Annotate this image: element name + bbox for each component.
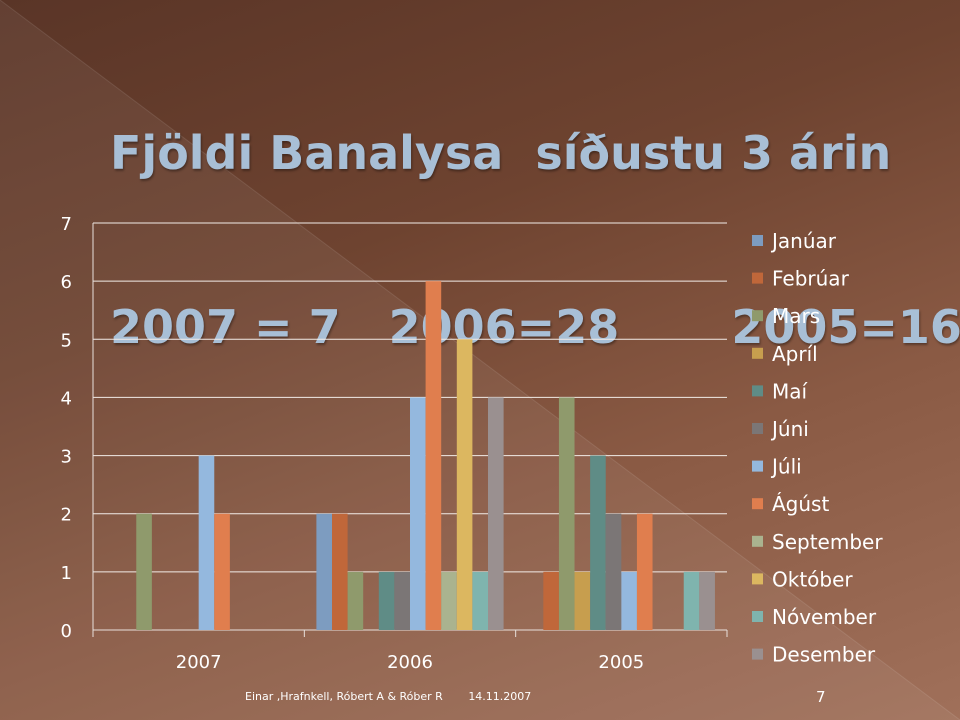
y-tick-label: 3 <box>61 447 72 468</box>
bar <box>456 339 473 630</box>
legend-swatch <box>752 423 763 434</box>
bar <box>590 455 606 630</box>
bar <box>488 397 504 630</box>
bar <box>347 571 364 630</box>
legend-label: Janúar <box>770 229 837 253</box>
legend-swatch <box>752 611 763 622</box>
bar <box>472 571 488 630</box>
bar <box>332 513 348 630</box>
legend-label: Apríl <box>772 342 818 366</box>
bar <box>683 571 700 630</box>
legend-swatch <box>752 535 763 547</box>
y-tick-label: 1 <box>61 563 72 584</box>
bar-chart: 0 1 2 3 4 5 6 7 2007 2006 2005 Janúar Febrúar Mars Apr… <box>61 214 883 673</box>
x-tick-label: 2007 <box>176 652 222 673</box>
legend-swatch <box>752 235 763 246</box>
bar <box>621 571 637 630</box>
bar <box>543 571 559 630</box>
bar <box>378 571 395 630</box>
legend-label: Mars <box>772 304 820 328</box>
legend-label: Ágúst <box>772 492 829 516</box>
legend-swatch <box>752 272 763 284</box>
y-tick-label: 0 <box>61 621 72 642</box>
legend-label: Júli <box>770 455 802 479</box>
x-tick-label: 2006 <box>387 652 433 673</box>
legend-label: Nóvember <box>772 605 877 629</box>
y-tick-label: 4 <box>61 388 72 409</box>
slide-title: Fjöldi Banalysa síðustu 3 árin 2007 = 7 … <box>110 8 960 414</box>
slide-title-line1: Fjöldi Banalysa síðustu 3 árin <box>110 126 892 180</box>
bar <box>410 397 426 630</box>
y-tick-label: 6 <box>61 272 72 293</box>
y-tick-label: 2 <box>61 505 72 526</box>
bar <box>394 571 410 630</box>
x-tick-label: 2005 <box>598 652 644 673</box>
footer-authors: Einar ,Hrafnkell, Róbert A & Róber R <box>245 690 443 703</box>
legend-swatch <box>752 310 763 322</box>
bar <box>558 397 575 630</box>
legend-label: Maí <box>772 379 809 403</box>
legend-swatch <box>752 385 763 397</box>
bar <box>198 455 215 630</box>
y-tick-label: 5 <box>61 330 72 351</box>
legend-swatch <box>752 347 763 359</box>
legend-swatch <box>752 573 763 585</box>
legend-label: Desember <box>772 643 876 667</box>
legend-label: Október <box>772 567 853 591</box>
legend-label: Febrúar <box>772 267 850 291</box>
bar <box>316 513 332 630</box>
page-number: 7 <box>816 688 826 706</box>
legend-swatch <box>752 460 763 472</box>
bar <box>605 513 622 630</box>
bar <box>636 513 653 630</box>
footer-date: 14.11.2007 <box>468 690 532 703</box>
bar <box>214 513 230 630</box>
y-tick-label: 7 <box>61 214 72 235</box>
slide-footer: Einar ,Hrafnkell, Róbert A & Róber R 14.… <box>245 690 553 703</box>
bar <box>574 571 591 630</box>
bar <box>425 281 442 630</box>
bar <box>441 571 457 630</box>
bar <box>699 571 715 630</box>
legend-label: September <box>772 530 883 554</box>
bar <box>136 513 152 630</box>
legend-swatch <box>752 648 763 660</box>
legend-swatch <box>752 498 763 510</box>
legend-label: Júni <box>770 417 809 441</box>
